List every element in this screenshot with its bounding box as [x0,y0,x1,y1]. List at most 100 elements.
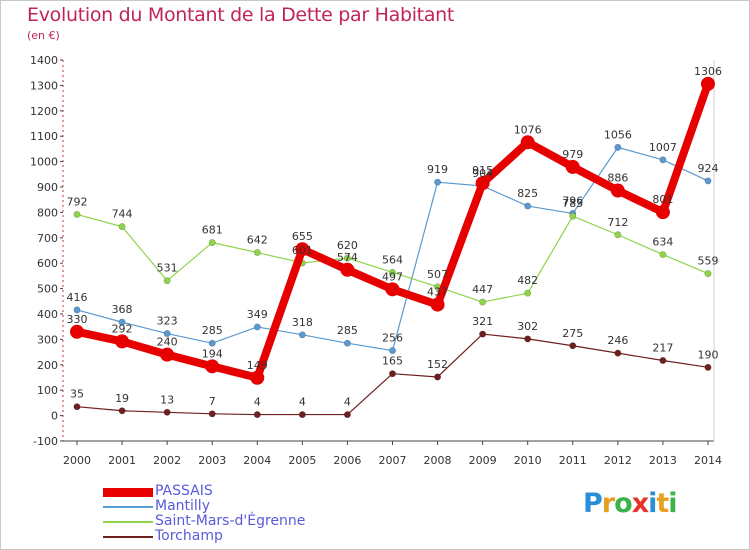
data-point [73,210,81,218]
y-tick-label: 600 [37,257,58,270]
data-label: 318 [292,316,313,329]
data-point [253,411,261,419]
y-tick-label: 800 [37,206,58,219]
series-layer [70,76,715,419]
data-point [614,349,622,357]
y-tick-label: 100 [37,384,58,397]
data-label: 302 [517,320,538,333]
data-label: 559 [697,255,718,268]
data-point [343,254,351,262]
legend-swatch [103,506,153,508]
x-tick-label: 2008 [424,454,452,467]
y-tick-label: 200 [37,359,58,372]
x-tick-label: 2001 [108,454,136,467]
data-label: 4 [254,396,261,409]
data-point [388,347,396,355]
data-point [704,177,712,185]
data-point [298,411,306,419]
y-tick-label: 400 [37,308,58,321]
data-label: 323 [157,315,178,328]
data-label: 285 [337,324,358,337]
logo-letter: i [648,488,657,519]
data-point [73,403,81,411]
data-point [163,408,171,416]
data-point [388,370,396,378]
data-label: 601 [292,244,313,257]
data-point [340,262,355,277]
data-labels: 3302922401941496555744974379151076979886… [67,65,722,409]
data-point [430,297,445,312]
y-tick-label: 300 [37,333,58,346]
data-point [659,251,667,259]
data-point [614,231,622,239]
legend-swatch [103,536,153,538]
data-label: 349 [247,308,268,321]
data-label: 1306 [694,65,722,78]
data-label: 904 [472,167,493,180]
data-label: 792 [67,195,88,208]
x-tick-label: 2010 [514,454,542,467]
data-point [434,178,442,186]
x-tick-label: 2009 [469,454,497,467]
data-label: 919 [427,163,448,176]
data-point [520,135,535,150]
logo-letter: P [583,488,603,519]
logo-letter: i [668,488,677,519]
x-tick-label: 2013 [649,454,677,467]
data-point [205,359,220,374]
logo-letter: x [631,488,649,519]
data-point [569,212,577,220]
y-tick-label: 0 [51,410,58,423]
data-label: 634 [652,236,673,249]
data-label: 165 [382,355,403,368]
x-tick-label: 2002 [153,454,181,467]
data-label: 217 [652,341,673,354]
data-label: 531 [157,262,178,275]
x-tick-label: 2004 [243,454,271,467]
data-label: 152 [427,358,448,371]
data-point [614,143,622,151]
legend-swatch [103,488,153,497]
logo-letter: o [614,488,633,519]
y-tick-label: 700 [37,232,58,245]
legend-label: PASSAIS [155,483,213,499]
chart-axes: -100 0 100 200 300 400 500 600 700 800 900 1000 1100… [30,54,722,467]
data-label: 620 [337,239,358,252]
unit-label: (en €) [27,29,60,42]
y-tick-label: -100 [33,435,58,448]
data-point [70,324,84,339]
logo-letter: t [656,488,669,519]
x-tick-label: 2011 [559,454,587,467]
legend-label: Mantilly [155,498,210,514]
data-point [475,176,490,191]
data-point [343,339,351,347]
data-point [524,289,532,297]
proxiti-logo: Proxiti [583,488,678,519]
y-tick-label: 900 [37,181,58,194]
data-label: 292 [112,322,133,335]
y-tick-label: 1300 [30,79,58,92]
data-point [704,363,712,371]
data-label: 256 [382,332,403,345]
data-point [655,205,670,220]
data-point [565,159,580,174]
data-label: 1076 [514,123,542,136]
data-label: 285 [202,324,223,337]
legend-label: Saint-Mars-d'Égrenne [155,513,306,529]
data-label: 497 [382,270,403,283]
data-point [253,323,261,331]
data-label: 4 [344,396,351,409]
data-label: 482 [517,274,538,287]
data-label: 744 [112,208,133,221]
data-label: 7 [209,395,216,408]
data-point [569,342,577,350]
data-point [659,356,667,364]
data-label: 507 [427,268,448,281]
data-label: 785 [562,197,583,210]
data-label: 801 [652,193,673,206]
data-label: 35 [70,388,84,401]
y-tick-label: 500 [37,283,58,296]
data-point [73,306,81,314]
data-label: 924 [697,162,718,175]
